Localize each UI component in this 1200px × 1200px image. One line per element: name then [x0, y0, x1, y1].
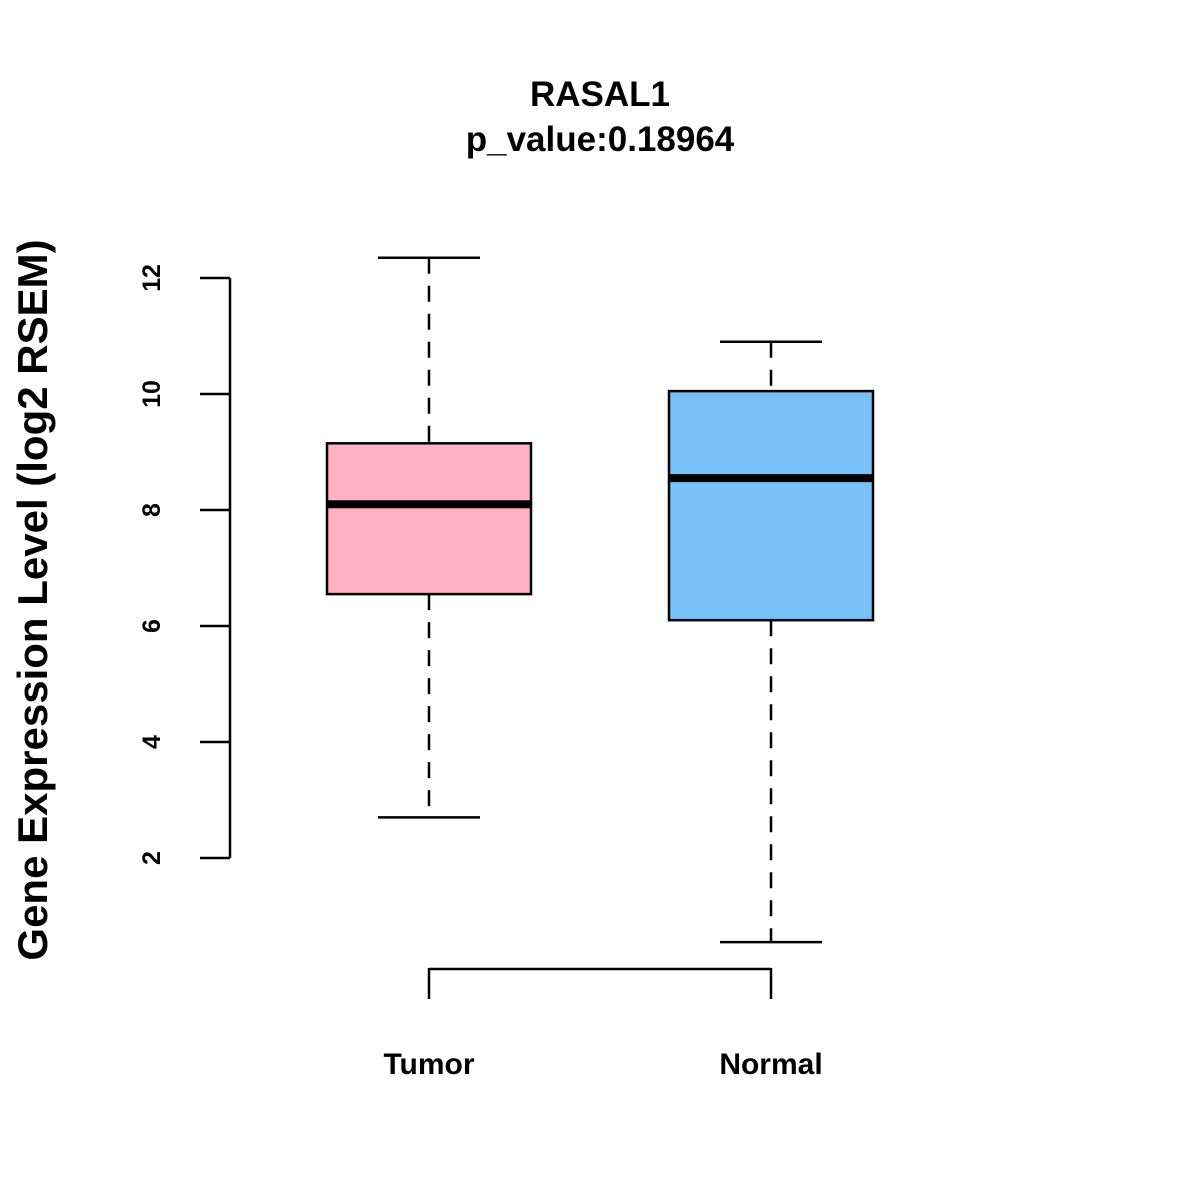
x-axis: Tumor Normal [383, 967, 823, 1081]
y-tick-label-6: 6 [138, 619, 166, 633]
chart-title: RASAL1 [530, 75, 670, 114]
chart-subtitle: p_value:0.18964 [466, 120, 735, 159]
iqr-box-tumor [325, 442, 533, 596]
y-tick-label-12: 12 [138, 264, 166, 292]
boxes-group [325, 256, 875, 944]
y-tick-label-2: 2 [138, 851, 166, 865]
x-tick-label-normal: Normal [719, 1048, 822, 1081]
x-tick-label-tumor: Tumor [383, 1048, 474, 1081]
y-tick-label-10: 10 [138, 380, 166, 408]
y-tick-label-4: 4 [138, 735, 166, 749]
iqr-box-normal [667, 389, 875, 622]
y-tick-label-8: 8 [138, 503, 166, 517]
box-tumor [325, 256, 533, 819]
y-axis-label: Gene Expression Level (log2 RSEM) [9, 239, 56, 960]
y-axis: 2 4 6 8 10 12 [138, 264, 232, 865]
box-normal [667, 340, 875, 944]
